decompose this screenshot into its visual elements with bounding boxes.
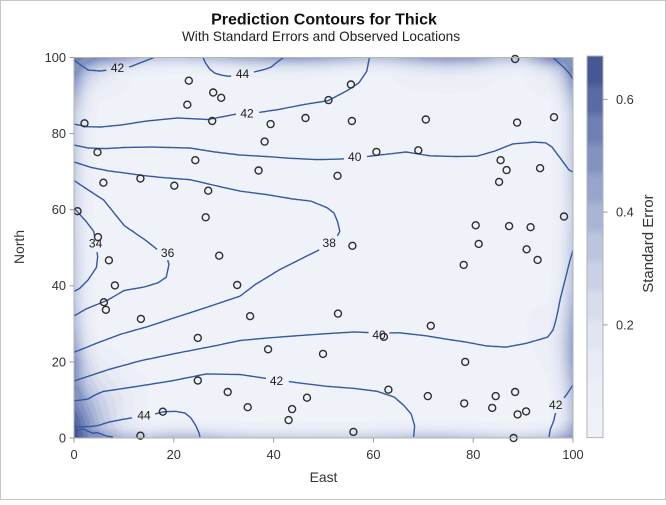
- svg-text:60: 60: [366, 447, 380, 462]
- svg-text:42: 42: [270, 374, 284, 388]
- svg-text:0.4: 0.4: [616, 205, 634, 220]
- svg-text:Standard Error: Standard Error: [640, 194, 657, 292]
- svg-text:20: 20: [52, 354, 66, 369]
- svg-text:42: 42: [549, 398, 563, 412]
- svg-text:44: 44: [236, 67, 250, 81]
- svg-text:East: East: [310, 469, 338, 485]
- svg-text:80: 80: [52, 126, 66, 141]
- svg-text:42: 42: [111, 61, 125, 75]
- svg-text:42: 42: [240, 106, 254, 120]
- svg-text:100: 100: [562, 447, 583, 462]
- svg-text:0: 0: [70, 447, 77, 462]
- svg-text:40: 40: [266, 447, 280, 462]
- svg-text:0: 0: [59, 430, 66, 445]
- svg-text:With Standard Errors and Obser: With Standard Errors and Observed Locati…: [182, 29, 460, 44]
- svg-text:North: North: [11, 230, 27, 264]
- svg-text:44: 44: [137, 408, 151, 422]
- svg-text:80: 80: [466, 447, 480, 462]
- svg-text:60: 60: [52, 202, 66, 217]
- svg-text:20: 20: [167, 447, 181, 462]
- svg-text:0.2: 0.2: [616, 317, 634, 332]
- svg-text:0.6: 0.6: [616, 92, 634, 107]
- svg-text:Prediction Contours for Thick: Prediction Contours for Thick: [211, 12, 437, 29]
- svg-text:100: 100: [45, 50, 66, 65]
- svg-text:36: 36: [161, 246, 175, 260]
- svg-text:40: 40: [372, 328, 386, 342]
- svg-text:38: 38: [323, 236, 337, 250]
- svg-text:40: 40: [348, 150, 362, 164]
- svg-text:40: 40: [52, 278, 66, 293]
